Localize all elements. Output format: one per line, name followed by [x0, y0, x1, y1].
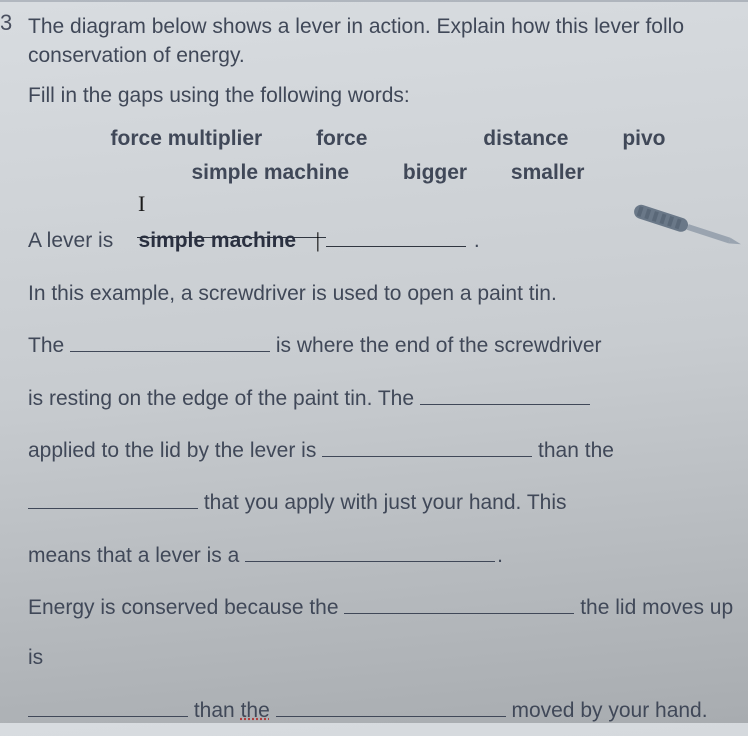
screwdriver-icon — [628, 202, 748, 250]
word-simple-machine: simple machine — [192, 156, 350, 190]
s9-text-the-dotted: the — [241, 699, 270, 722]
s8-text-a: Energy is conserved because the — [28, 596, 339, 619]
sentence-5: applied to the lid by the lever is than … — [28, 426, 748, 476]
cloze-body: A lever is simple machine | . In this ex… — [28, 215, 748, 736]
intro-text: The diagram below shows a lever in actio… — [28, 12, 748, 71]
intro-line2: conservation of energy. — [28, 44, 245, 67]
blank-force1[interactable] — [420, 381, 590, 404]
word-bigger: bigger — [403, 156, 467, 190]
s4-text-a: is resting on the edge of the paint tin.… — [28, 387, 414, 410]
word-bank-row-1: force multiplier force distance pivo — [28, 122, 748, 156]
worksheet-content: The diagram below shows a lever in actio… — [28, 12, 748, 736]
s1-text-a: A lever is — [28, 229, 113, 252]
word-bank-row-2: simple machine bigger smaller — [28, 156, 748, 190]
blank-distance1[interactable] — [344, 591, 574, 614]
s5-text-a: applied to the lid by the lever is — [28, 439, 316, 462]
sentence-9: than the moved by your hand. — [28, 686, 748, 736]
word-distance: distance — [483, 122, 568, 156]
s1-period: . — [474, 229, 480, 252]
s7-text-a: means that a lever is a — [28, 544, 239, 567]
s9-text-d: moved by your hand. — [511, 699, 707, 722]
sentence-6: that you apply with just your hand. This — [28, 478, 748, 528]
blank-pivot[interactable] — [70, 329, 270, 352]
word-pivot-partial: pivo — [622, 122, 665, 156]
blank-1-extension[interactable] — [326, 224, 466, 247]
filled-answer-text: simple machine — [139, 229, 297, 252]
word-force-multiplier: force multiplier — [111, 122, 263, 156]
word-bank: force multiplier force distance pivo sim… — [28, 122, 748, 189]
s5-text-b: than the — [538, 439, 614, 462]
s9-text-b: than — [194, 699, 235, 722]
blank-force2[interactable] — [28, 486, 198, 509]
intro-line1: The diagram below shows a lever in actio… — [28, 15, 684, 38]
sentence-7: means that a lever is a . — [28, 531, 748, 581]
sentence-2: In this example, a screwdriver is used t… — [28, 269, 748, 319]
s3-text-a: The — [28, 334, 64, 357]
blank-force-multiplier[interactable] — [245, 539, 495, 562]
sentence-3: The is where the end of the screwdriver — [28, 321, 748, 371]
sentence-4: is resting on the edge of the paint tin.… — [28, 374, 748, 424]
instruction-text: Fill in the gaps using the following wor… — [28, 81, 748, 110]
blank-bigger[interactable] — [322, 434, 532, 457]
word-smaller: smaller — [511, 156, 585, 190]
question-number: 3 — [0, 10, 12, 36]
sentence-8: Energy is conserved because the the lid … — [28, 583, 748, 684]
blank-distance2[interactable] — [276, 694, 506, 717]
s7-period: . — [497, 544, 503, 567]
filled-answer-simple-machine[interactable]: simple machine | — [137, 215, 326, 238]
blank-smaller[interactable] — [28, 694, 188, 717]
s6-text-b: that you apply with just your hand. This — [204, 491, 567, 514]
s3-text-b: is where the end of the screwdriver — [276, 334, 602, 357]
word-force: force — [316, 122, 367, 156]
top-border-rule — [0, 0, 748, 2]
caret-icon: | — [316, 228, 320, 252]
